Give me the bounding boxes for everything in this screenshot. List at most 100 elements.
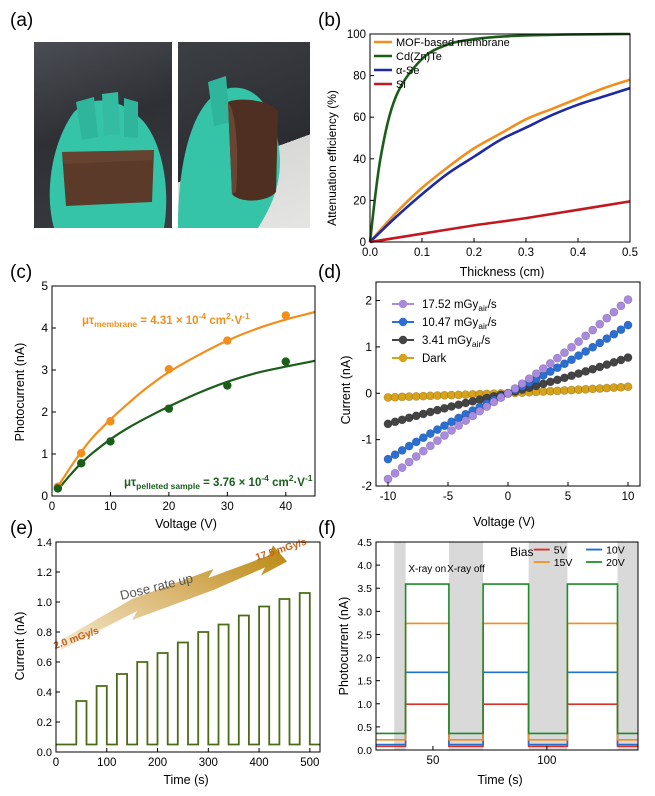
iv-point-17-52-mgy bbox=[383, 474, 393, 484]
iv-point-17-52-mgy bbox=[390, 468, 400, 478]
iv-point-10-47-mgy bbox=[560, 359, 569, 369]
current-trace bbox=[56, 592, 320, 746]
x-tick-label: 0.4 bbox=[570, 247, 587, 259]
legend-label: Cd(Zn)Te bbox=[396, 51, 442, 63]
plot-frame bbox=[369, 33, 631, 243]
legend-label: 10.47 mGyair/s bbox=[422, 317, 497, 331]
x-tick-label: 10 bbox=[104, 501, 117, 513]
iv-point-17-52-mgy bbox=[454, 421, 463, 430]
iv-point-17-52-mgy bbox=[475, 406, 485, 416]
y-tick-label: 1 bbox=[41, 447, 48, 461]
y-tick-label: 1.0 bbox=[357, 699, 372, 711]
x-tick-label: 0 bbox=[53, 757, 59, 769]
photo-membrane-bent-drawing bbox=[178, 76, 280, 228]
y-tick-label: 20 bbox=[353, 195, 366, 207]
legend-swatch-marker bbox=[398, 335, 408, 345]
legend-label-sub: air bbox=[478, 303, 488, 313]
iv-point-10-47-mgy bbox=[447, 417, 456, 427]
iv-point-17-52-mgy bbox=[468, 411, 478, 421]
data-point-membrane bbox=[106, 417, 115, 426]
y-tick-label: 1.4 bbox=[37, 537, 52, 549]
legend-label: 15V bbox=[554, 557, 573, 569]
x-tick-label: 400 bbox=[249, 757, 268, 769]
series-line-si bbox=[369, 200, 631, 244]
panel-label-f: (f) bbox=[318, 518, 336, 539]
legend-label-sub: air bbox=[472, 339, 482, 349]
iv-point-10-47-mgy bbox=[411, 437, 421, 447]
annotation-part: -1 bbox=[305, 473, 313, 483]
iv-point-17-52-mgy bbox=[482, 402, 492, 411]
data-point-membrane bbox=[223, 336, 232, 345]
y-tick-label: 0 bbox=[41, 489, 48, 503]
y-tick-label: 1 bbox=[365, 340, 372, 354]
legend-swatch-marker bbox=[398, 299, 408, 309]
iv-point-17-52-mgy bbox=[517, 379, 527, 389]
photo-membrane-bent bbox=[178, 42, 310, 228]
iv-point-17-52-mgy bbox=[567, 342, 576, 352]
y-tick-label: 3 bbox=[41, 363, 48, 377]
data-point-pelleted-sample bbox=[77, 459, 86, 468]
y-tick-label: 80 bbox=[353, 71, 366, 83]
annotation-part: cm bbox=[269, 477, 289, 489]
legend-label: 17.52 mGyair/s bbox=[422, 299, 497, 313]
y-tick-label: 2.0 bbox=[357, 653, 372, 665]
legend-swatch-marker bbox=[398, 317, 408, 327]
legend-label: α-Se bbox=[396, 65, 419, 77]
y-tick-label: 4.5 bbox=[357, 537, 372, 549]
x-tick-label: 20 bbox=[162, 501, 175, 513]
iv-point-10-47-mgy bbox=[390, 450, 400, 460]
x-tick-label: 0.3 bbox=[518, 247, 534, 259]
annotation-part: cm bbox=[206, 315, 226, 327]
glove-finger bbox=[124, 98, 138, 138]
x-tick-label: 0 bbox=[49, 501, 55, 513]
annotation-part: -1 bbox=[242, 311, 250, 321]
iv-point-10-47-mgy bbox=[623, 320, 633, 330]
data-point-membrane bbox=[77, 448, 86, 458]
iv-point-10-47-mgy bbox=[397, 445, 407, 455]
iv-point-17-52-mgy bbox=[602, 313, 612, 323]
start-dose-label: 2.0 mGy/s bbox=[52, 625, 101, 652]
x-tick-label: 30 bbox=[221, 501, 234, 513]
iv-point-dark bbox=[623, 382, 633, 392]
iv-point-17-52-mgy bbox=[609, 307, 619, 317]
x-tick-label: 0.1 bbox=[414, 247, 430, 259]
x-tick-label: 50 bbox=[427, 755, 440, 767]
annotation-part: μτ bbox=[124, 477, 136, 489]
series-line--se bbox=[369, 86, 631, 243]
annotation-part: μτ bbox=[82, 315, 94, 327]
data-point-pelleted-sample bbox=[106, 437, 115, 446]
xray-off-region bbox=[394, 542, 406, 750]
y-tick-label: 60 bbox=[353, 112, 366, 124]
chart-f-bias-switching: 50 100 0.0 0.5 1.0 1.5 2.0 2.5 3.0 3.5 4.0 4.5 X-ra… bbox=[337, 537, 639, 787]
iv-point-17-52-mgy bbox=[425, 441, 435, 451]
glove-finger bbox=[102, 92, 120, 136]
y-axis-label: Current (nA) bbox=[13, 612, 27, 681]
iv-point-10-47-mgy bbox=[602, 334, 612, 344]
annotation-part: membrane bbox=[94, 319, 137, 329]
y-tick-label: 0 bbox=[365, 386, 372, 400]
iv-point-10-47-mgy bbox=[383, 454, 393, 464]
membrane-sheet bbox=[228, 99, 278, 201]
iv-point-10-47-mgy bbox=[553, 363, 562, 373]
membrane-sheet bbox=[62, 150, 154, 206]
legend-label-sub: air bbox=[478, 321, 488, 331]
plot-frame bbox=[51, 285, 316, 497]
iv-point-17-52-mgy bbox=[461, 416, 471, 426]
fit-curve-pelleted-sample bbox=[57, 359, 316, 491]
y-tick-label: 2 bbox=[365, 294, 372, 308]
panel-label-d: (d) bbox=[318, 262, 342, 283]
annotation-part: 2 bbox=[226, 311, 231, 321]
annotation-part: = 3.76 × 10 bbox=[200, 477, 261, 489]
iv-point-10-47-mgy bbox=[440, 421, 449, 431]
x-axis-label: Time (s) bbox=[163, 773, 208, 787]
iv-point-10-47-mgy bbox=[588, 342, 598, 352]
x-tick-label: 0 bbox=[505, 491, 511, 503]
legend-label: 5V bbox=[554, 545, 567, 557]
iv-point-17-52-mgy bbox=[397, 463, 407, 473]
legend-label: 20V bbox=[606, 557, 625, 569]
y-tick-label: 0.8 bbox=[37, 627, 52, 639]
x-tick-label: 40 bbox=[279, 501, 292, 513]
bias-trace-15V bbox=[376, 622, 638, 741]
y-tick-label: 2 bbox=[41, 405, 48, 419]
xray-off-region bbox=[528, 542, 568, 750]
